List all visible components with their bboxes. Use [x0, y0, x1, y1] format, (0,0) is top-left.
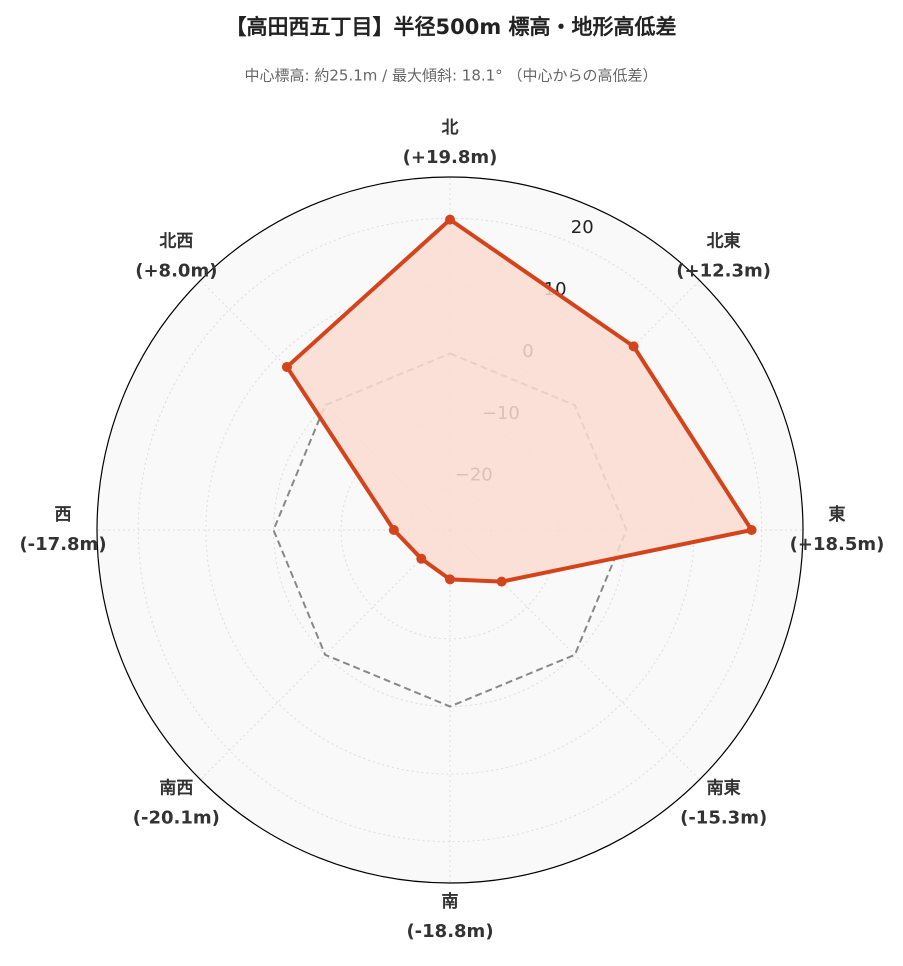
value-label: (+8.0m): [135, 260, 217, 281]
value-label: (-17.8m): [19, 534, 106, 555]
category-label: 西: [55, 505, 72, 525]
category-label: 北西: [159, 231, 193, 251]
value-label: (-20.1m): [133, 808, 220, 829]
category-label: 北: [442, 118, 459, 138]
chart-subtitle: 中心標高: 約25.1m / 最大傾斜: 18.1° （中心からの高低差）: [245, 67, 658, 85]
chart-title: 【高田西五丁目】半径500m 標高・地形高低差: [225, 15, 676, 39]
value-label: (+19.8m): [403, 147, 498, 168]
value-label: (+12.3m): [676, 260, 771, 281]
category-label: 南東: [707, 778, 741, 799]
marker: [628, 341, 639, 352]
marker: [281, 361, 292, 372]
category-label: 北東: [707, 230, 741, 251]
category-label: 南: [442, 891, 459, 912]
category-label: 南西: [159, 778, 193, 799]
value-label: (-18.8m): [406, 921, 493, 942]
marker: [445, 214, 455, 225]
value-label: (+18.5m): [790, 534, 885, 555]
marker: [416, 553, 427, 564]
marker: [445, 574, 455, 585]
marker: [388, 525, 399, 535]
plot-border: [96, 176, 804, 884]
marker: [496, 576, 507, 587]
r-tick-label: 20: [571, 217, 594, 238]
marker: [746, 525, 757, 535]
value-label: (-15.3m): [680, 808, 767, 829]
spoke: [449, 529, 700, 780]
category-label: 東: [829, 504, 846, 525]
